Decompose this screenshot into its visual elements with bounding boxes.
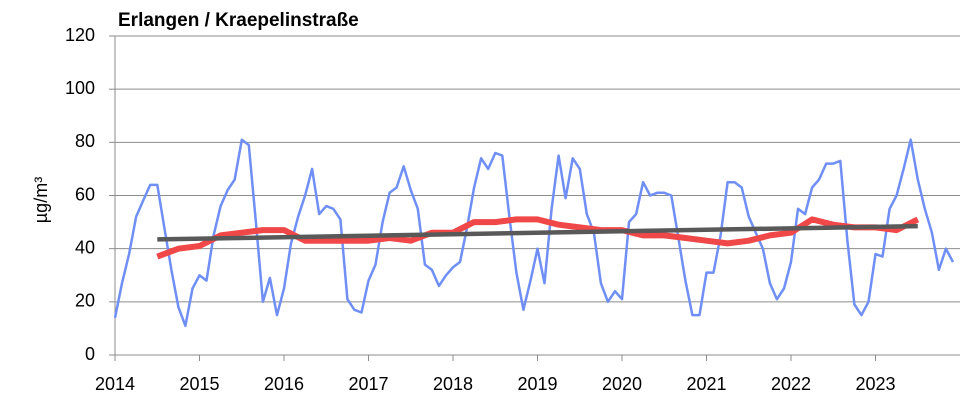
y-tick-label: 120 (65, 25, 95, 45)
y-tick-label: 100 (65, 78, 95, 98)
y-tick-label: 60 (75, 184, 95, 204)
x-tick-label: 2022 (771, 374, 811, 394)
x-tick-label: 2014 (95, 374, 135, 394)
series-line (113, 138, 955, 328)
y-tick-label: 80 (75, 131, 95, 151)
series-line (157, 223, 918, 242)
y-axis-label: µg/m³ (31, 177, 51, 223)
x-tick-label: 2017 (348, 374, 388, 394)
x-tick-label: 2019 (517, 374, 557, 394)
y-tick-label: 20 (75, 291, 95, 311)
x-tick-label: 2020 (602, 374, 642, 394)
chart-title: Erlangen / Kraepelinstraße (118, 10, 359, 31)
series-line (156, 216, 920, 260)
y-tick-label: 40 (75, 237, 95, 257)
x-tick-label: 2023 (855, 374, 895, 394)
y-tick-label: 0 (85, 344, 95, 364)
x-tick-label: 2018 (433, 374, 473, 394)
x-tick-label: 2015 (179, 374, 219, 394)
x-tick-label: 2021 (686, 374, 726, 394)
x-tick-label: 2016 (264, 374, 304, 394)
